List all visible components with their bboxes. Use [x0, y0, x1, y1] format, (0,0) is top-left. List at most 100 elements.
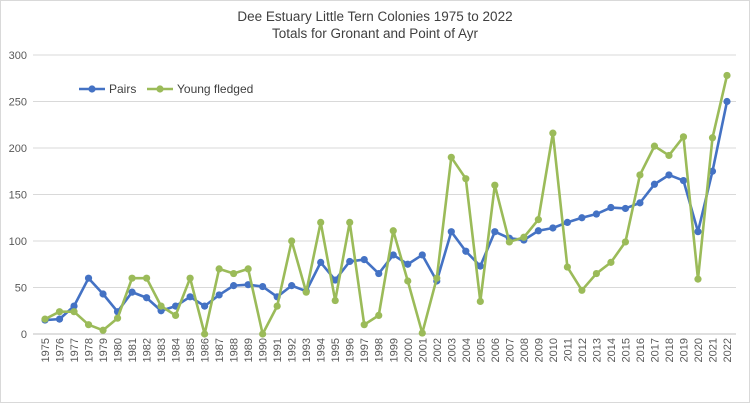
x-tick-label: 1985 — [185, 338, 197, 362]
y-tick-label: 50 — [15, 283, 27, 295]
data-point — [70, 302, 78, 310]
data-point — [288, 282, 296, 290]
data-point — [462, 175, 470, 183]
x-tick-label: 2015 — [620, 338, 632, 362]
legend-label: Pairs — [109, 82, 136, 96]
data-point — [259, 330, 267, 338]
gridlines — [33, 54, 736, 335]
x-tick-label: 1979 — [98, 338, 110, 362]
data-point — [346, 257, 354, 266]
x-tick-label: 1997 — [359, 338, 371, 362]
x-tick-label: 1994 — [316, 338, 328, 362]
data-point — [215, 291, 223, 299]
data-point — [128, 288, 136, 296]
data-point — [142, 294, 151, 302]
x-tick-label: 1991 — [272, 338, 284, 362]
data-point — [708, 134, 717, 142]
x-tick-label: 2009 — [533, 338, 545, 362]
x-tick-label: 1981 — [127, 338, 139, 362]
x-tick-label: 1975 — [40, 338, 52, 362]
data-point — [41, 315, 49, 323]
x-tick-label: 2020 — [693, 338, 705, 362]
data-point — [113, 314, 122, 322]
legend-marker — [88, 85, 96, 93]
data-point — [534, 227, 542, 235]
data-point — [331, 296, 339, 305]
data-point — [84, 274, 93, 282]
data-point — [650, 180, 659, 188]
data-point — [723, 71, 731, 80]
data-point — [592, 210, 601, 218]
data-point — [157, 302, 165, 310]
data-point — [491, 181, 499, 189]
x-tick-label: 1977 — [69, 338, 81, 362]
data-point — [534, 216, 542, 224]
data-point — [694, 228, 702, 236]
data-point — [99, 290, 107, 298]
x-tick-label: 2006 — [490, 338, 502, 362]
data-point — [679, 176, 688, 185]
data-point — [665, 171, 673, 179]
data-point — [708, 167, 717, 175]
data-point — [694, 275, 702, 283]
y-axis-ticks: 0 50 100 150 200 250 300 — [9, 50, 27, 341]
data-point — [201, 330, 209, 338]
data-point — [273, 302, 281, 310]
data-point — [360, 321, 368, 329]
data-point — [259, 282, 267, 291]
x-tick-label: 2013 — [591, 338, 603, 362]
data-point — [142, 274, 151, 282]
data-point — [404, 277, 412, 285]
x-tick-label: 2004 — [461, 338, 473, 362]
data-point — [476, 262, 484, 270]
x-tick-label: 1978 — [84, 338, 96, 362]
data-point — [346, 218, 354, 226]
y-tick-label: 200 — [9, 143, 27, 155]
x-tick-label: 1999 — [388, 338, 400, 362]
x-tick-label: 1995 — [330, 338, 342, 362]
x-tick-label: 2005 — [475, 338, 487, 362]
data-point — [99, 326, 107, 334]
x-tick-label: 2018 — [664, 338, 676, 362]
data-point — [621, 238, 630, 246]
data-point — [476, 297, 484, 306]
data-point — [578, 214, 586, 222]
data-point — [317, 218, 325, 226]
data-point — [84, 321, 93, 329]
data-point — [549, 224, 557, 232]
x-tick-label: 2007 — [504, 338, 516, 362]
x-tick-label: 2003 — [446, 338, 458, 362]
data-point — [447, 228, 455, 236]
x-tick-label: 1992 — [287, 338, 299, 362]
data-point — [578, 286, 586, 294]
data-point — [128, 274, 136, 282]
x-tick-label: 1996 — [345, 338, 357, 362]
x-tick-label: 2022 — [722, 338, 734, 362]
x-tick-label: 2008 — [519, 338, 531, 362]
x-tick-label: 2002 — [432, 338, 444, 362]
legend-marker — [156, 85, 164, 93]
data-point — [360, 256, 368, 264]
chart-title: Dee Estuary Little Tern Colonies 1975 to… — [237, 9, 513, 24]
data-point — [70, 308, 78, 316]
x-tick-label: 1990 — [258, 338, 270, 362]
data-point — [375, 311, 383, 319]
data-point — [650, 142, 659, 150]
data-point — [418, 251, 426, 259]
x-tick-label: 2012 — [577, 338, 589, 362]
y-tick-label: 300 — [9, 50, 27, 62]
data-point — [288, 237, 296, 245]
x-tick-label: 1987 — [214, 338, 226, 362]
data-point — [520, 233, 528, 241]
x-tick-label: 2019 — [678, 338, 690, 362]
x-tick-label: 2010 — [548, 338, 560, 362]
data-point — [186, 293, 194, 301]
data-point — [563, 218, 571, 226]
y-tick-label: 100 — [9, 236, 27, 248]
data-point — [186, 274, 194, 282]
data-point — [636, 199, 644, 207]
x-tick-label: 2011 — [562, 338, 574, 362]
data-point — [375, 269, 383, 278]
data-point — [230, 282, 238, 290]
